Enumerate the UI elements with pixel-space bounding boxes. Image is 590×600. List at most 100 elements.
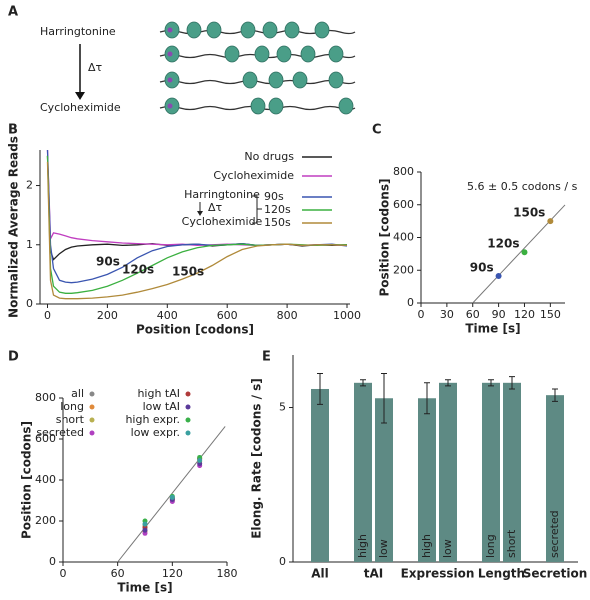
- point: [495, 272, 502, 279]
- x-tick-label: 120: [514, 308, 535, 321]
- error-bar: [424, 382, 430, 415]
- error-bar: [317, 373, 323, 405]
- point-label: 150s: [513, 206, 545, 220]
- arrow-head: [75, 92, 85, 100]
- legend-group-delta: Δτ: [208, 201, 223, 214]
- legend-label: all: [71, 387, 84, 400]
- legend-label: No drugs: [244, 150, 294, 163]
- point: [197, 458, 203, 464]
- y-tick-label: 600: [393, 198, 414, 211]
- y-tick-label: 200: [393, 263, 414, 276]
- point-label: 90s: [470, 260, 494, 274]
- annotation: 5.6 ± 0.5 codons / s: [467, 180, 578, 193]
- ribosomes: [164, 21, 354, 115]
- x-tick-label: 60: [111, 567, 125, 580]
- bar: [439, 382, 457, 562]
- legend-label: 150s: [264, 216, 291, 229]
- y-axis-label: Elong. Rate [codons / s]: [250, 378, 264, 539]
- point: [169, 494, 175, 500]
- error-bar: [488, 379, 494, 387]
- legend-label: low tAI: [143, 400, 180, 413]
- diagram-delta-label: Δτ: [88, 61, 103, 74]
- bar-label: high: [356, 534, 369, 558]
- y-tick-label: 400: [35, 473, 56, 486]
- curve-annotation: 120s: [122, 263, 154, 277]
- y-tick-label: 0: [26, 297, 33, 310]
- x-axis-label: Time [s]: [465, 322, 520, 336]
- legend-label: high tAI: [137, 387, 180, 400]
- line: [46, 161, 348, 300]
- legend-swatch: [185, 417, 191, 423]
- bar: [546, 395, 564, 562]
- y-tick-label: 1: [26, 238, 33, 251]
- group-label: All: [311, 567, 329, 581]
- bar: [482, 382, 500, 562]
- legend-label: secreted: [36, 426, 84, 439]
- x-tick-label: 600: [217, 309, 238, 322]
- legend-swatch: [89, 404, 95, 410]
- group-label: Length: [478, 567, 525, 581]
- point: [547, 218, 554, 225]
- legend-label: high expr.: [125, 413, 180, 426]
- x-tick-label: 90: [492, 308, 506, 321]
- bar-label: low: [441, 539, 454, 558]
- x-axis-label: Position [codons]: [136, 323, 254, 337]
- y-tick-label: 800: [35, 391, 56, 404]
- x-tick-label: 0: [44, 309, 51, 322]
- point: [521, 249, 528, 256]
- x-tick-label: 0: [418, 308, 425, 321]
- y-tick-label: 800: [393, 165, 414, 178]
- x-tick-label: 800: [277, 309, 298, 322]
- legend-swatch: [185, 430, 191, 436]
- panel-label: A: [8, 5, 18, 20]
- x-tick-label: 150: [540, 308, 561, 321]
- bar-label: secreted: [548, 510, 561, 558]
- x-tick-label: 0: [60, 567, 67, 580]
- panel-label: C: [372, 123, 382, 138]
- group-label: Secretion: [523, 567, 588, 581]
- bar-label: high: [420, 534, 433, 558]
- error-bar: [509, 376, 515, 390]
- x-tick-label: 180: [217, 567, 238, 580]
- group-label: Expression: [401, 567, 475, 581]
- point: [142, 521, 148, 527]
- y-tick-label: 5: [279, 401, 286, 414]
- error-bar: [360, 379, 366, 387]
- point-label: 120s: [487, 237, 519, 251]
- legend-swatch: [89, 417, 95, 423]
- y-tick-label: 0: [279, 555, 286, 568]
- x-tick-label: 200: [97, 309, 118, 322]
- error-bar: [552, 388, 558, 402]
- diagram-bottom-label: Cycloheximide: [40, 101, 121, 114]
- bar: [503, 382, 521, 562]
- x-tick-label: 120: [162, 567, 183, 580]
- legend-label: long: [60, 400, 84, 413]
- legend-swatch: [185, 391, 191, 397]
- curve-annotation: 150s: [172, 265, 204, 279]
- error-bar: [381, 373, 387, 424]
- error-bar: [445, 379, 451, 387]
- legend-swatch: [185, 404, 191, 410]
- legend-label: short: [56, 413, 85, 426]
- diagram: A Harringtonine Δτ Cycloheximide: [8, 5, 356, 115]
- diagram-top-label: Harringtonine: [40, 25, 116, 38]
- legend-group-top: Harringtonine: [184, 188, 260, 201]
- legend-swatch: [89, 391, 95, 397]
- bar-label: low: [377, 539, 390, 558]
- group-label: tAI: [364, 567, 384, 581]
- bar: [311, 388, 329, 562]
- legend-label: Cycloheximide: [213, 169, 294, 182]
- bar: [375, 398, 393, 562]
- bar: [418, 398, 436, 562]
- y-tick-label: 600: [35, 432, 56, 445]
- legend-bracket: [252, 195, 262, 224]
- curve-annotation: 90s: [96, 255, 120, 269]
- legend-label: 90s: [264, 190, 284, 203]
- panel-label: E: [262, 350, 271, 365]
- panel-label: B: [8, 123, 18, 138]
- point: [142, 527, 148, 533]
- legend-label: low expr.: [131, 426, 180, 439]
- legend-group-bottom: Cycloheximide: [182, 215, 263, 228]
- bar: [354, 382, 372, 562]
